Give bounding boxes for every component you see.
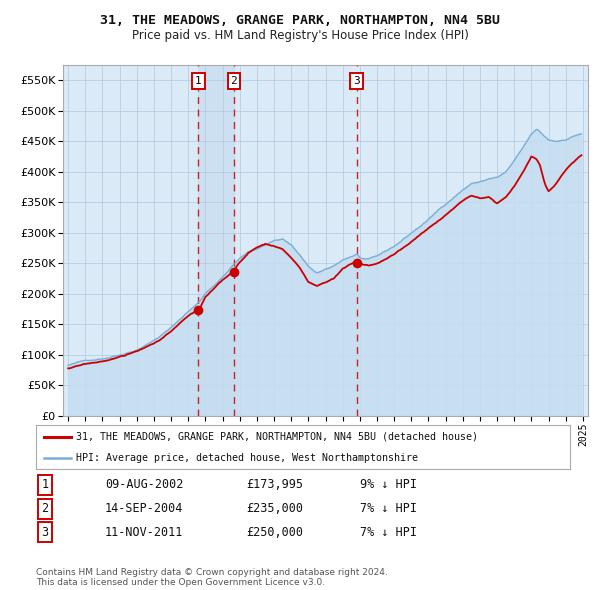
Text: Contains HM Land Registry data © Crown copyright and database right 2024.: Contains HM Land Registry data © Crown c… bbox=[36, 568, 388, 577]
Text: 11-NOV-2011: 11-NOV-2011 bbox=[105, 526, 184, 539]
Text: 09-AUG-2002: 09-AUG-2002 bbox=[105, 478, 184, 491]
Text: 7% ↓ HPI: 7% ↓ HPI bbox=[360, 502, 417, 515]
Text: 31, THE MEADOWS, GRANGE PARK, NORTHAMPTON, NN4 5BU (detached house): 31, THE MEADOWS, GRANGE PARK, NORTHAMPTO… bbox=[76, 432, 478, 442]
Text: 14-SEP-2004: 14-SEP-2004 bbox=[105, 502, 184, 515]
Text: 1: 1 bbox=[41, 478, 49, 491]
Text: HPI: Average price, detached house, West Northamptonshire: HPI: Average price, detached house, West… bbox=[76, 453, 418, 463]
Text: 7% ↓ HPI: 7% ↓ HPI bbox=[360, 526, 417, 539]
Text: £173,995: £173,995 bbox=[246, 478, 303, 491]
Text: This data is licensed under the Open Government Licence v3.0.: This data is licensed under the Open Gov… bbox=[36, 578, 325, 588]
Text: £235,000: £235,000 bbox=[246, 502, 303, 515]
Text: 1: 1 bbox=[195, 76, 202, 86]
Text: 3: 3 bbox=[41, 526, 49, 539]
Text: 3: 3 bbox=[353, 76, 361, 86]
Bar bbox=[198, 65, 234, 416]
Text: 2: 2 bbox=[41, 502, 49, 515]
Text: Price paid vs. HM Land Registry's House Price Index (HPI): Price paid vs. HM Land Registry's House … bbox=[131, 29, 469, 42]
Text: 9% ↓ HPI: 9% ↓ HPI bbox=[360, 478, 417, 491]
Text: £250,000: £250,000 bbox=[246, 526, 303, 539]
Text: 31, THE MEADOWS, GRANGE PARK, NORTHAMPTON, NN4 5BU: 31, THE MEADOWS, GRANGE PARK, NORTHAMPTO… bbox=[100, 14, 500, 27]
Text: 2: 2 bbox=[230, 76, 238, 86]
